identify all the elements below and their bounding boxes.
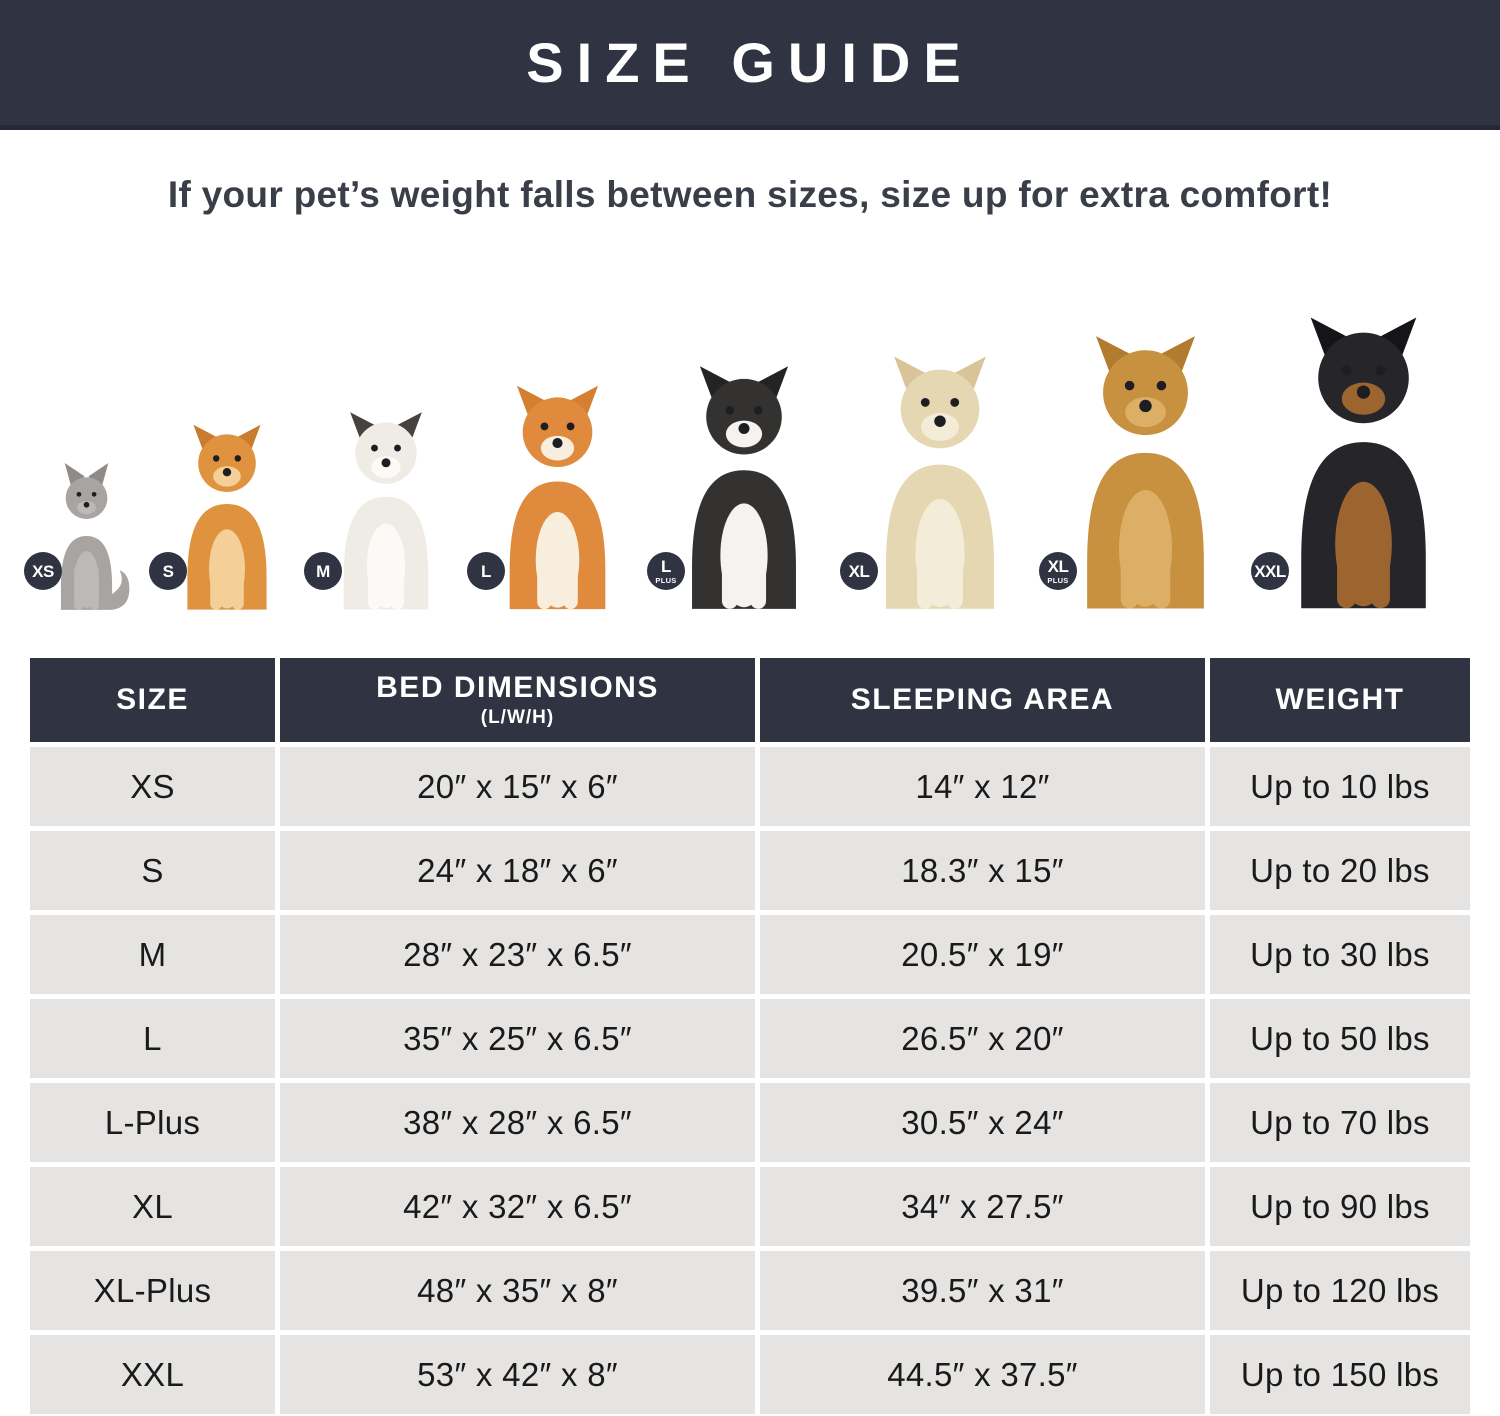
badge-label: XL — [1047, 557, 1069, 576]
size-badge-xxl: XXL — [1251, 552, 1289, 590]
animal-s: S — [149, 420, 287, 612]
badge-sub: PLUS — [1047, 575, 1069, 585]
cell-sleep: 34″ x 27.5″ — [760, 1167, 1205, 1246]
cell-bed: 42″ x 32″ x 6.5″ — [280, 1167, 755, 1246]
badge-label: M — [316, 561, 330, 581]
badge-label: L — [481, 561, 491, 581]
column-header-label: BED DIMENSIONS — [376, 671, 659, 704]
cell-bed: 20″ x 15″ x 6″ — [280, 747, 755, 826]
cell-weight: Up to 10 lbs — [1210, 747, 1470, 826]
size-table: SIZE BED DIMENSIONS (L/W/H) SLEEPING ARE… — [30, 658, 1470, 1414]
animal-xl: XL — [840, 350, 1022, 612]
size-badge-xs: XS — [24, 552, 62, 590]
page-title: SIZE GUIDE — [526, 31, 974, 94]
column-header-bed-dimensions: BED DIMENSIONS (L/W/H) — [280, 658, 755, 742]
size-badge-s: S — [149, 552, 187, 590]
cell-size: L-Plus — [30, 1083, 275, 1162]
animal-lineup: XS S M L — [0, 260, 1500, 658]
labrador-icon — [858, 350, 1022, 612]
cell-sleep: 30.5″ x 24″ — [760, 1083, 1205, 1162]
column-header-size: SIZE — [30, 658, 275, 742]
badge-label: XL — [848, 561, 870, 581]
cell-size: XS — [30, 747, 275, 826]
cell-bed: 24″ x 18″ x 6″ — [280, 831, 755, 910]
size-badge-l-plus: L PLUS — [647, 552, 685, 590]
animal-xxl: XXL — [1251, 310, 1458, 612]
subtitle: If your pet’s weight falls between sizes… — [167, 174, 1333, 215]
header-banner: SIZE GUIDE — [0, 0, 1500, 130]
french-bulldog-icon — [322, 407, 450, 612]
cell-bed: 53″ x 42″ x 8″ — [280, 1335, 755, 1414]
border-collie-icon — [665, 360, 823, 612]
cell-size: S — [30, 831, 275, 910]
animal-xl-plus: XL PLUS — [1039, 329, 1234, 612]
cell-sleep: 18.3″ x 15″ — [760, 831, 1205, 910]
cell-size: XL-Plus — [30, 1251, 275, 1330]
cell-bed: 35″ x 25″ x 6.5″ — [280, 999, 755, 1078]
size-badge-xl: XL — [840, 552, 878, 590]
cell-weight: Up to 150 lbs — [1210, 1335, 1470, 1414]
animal-l: L — [467, 380, 630, 612]
column-header-label: SIZE — [116, 683, 189, 716]
cell-weight: Up to 30 lbs — [1210, 915, 1470, 994]
cell-size: XL — [30, 1167, 275, 1246]
size-badge-xl-plus: XL PLUS — [1039, 552, 1077, 590]
cell-sleep: 26.5″ x 20″ — [760, 999, 1205, 1078]
cell-size: M — [30, 915, 275, 994]
cell-size: XXL — [30, 1335, 275, 1414]
cell-bed: 38″ x 28″ x 6.5″ — [280, 1083, 755, 1162]
doberman-icon — [1269, 310, 1458, 612]
column-header-sub: (L/W/H) — [480, 707, 555, 728]
badge-label: L — [661, 557, 671, 576]
golden-retriever-icon — [1057, 329, 1234, 612]
cell-sleep: 39.5″ x 31″ — [760, 1251, 1205, 1330]
cell-bed: 28″ x 23″ x 6.5″ — [280, 915, 755, 994]
size-badge-l: L — [467, 552, 505, 590]
badge-label: S — [162, 561, 174, 581]
column-header-sleeping-area: SLEEPING AREA — [760, 658, 1205, 742]
badge-sub: PLUS — [655, 575, 677, 585]
animal-l-plus: L PLUS — [647, 360, 823, 612]
cell-weight: Up to 90 lbs — [1210, 1167, 1470, 1246]
cat-icon — [42, 460, 132, 612]
cell-weight: Up to 50 lbs — [1210, 999, 1470, 1078]
cell-bed: 48″ x 35″ x 8″ — [280, 1251, 755, 1330]
cell-weight: Up to 70 lbs — [1210, 1083, 1470, 1162]
size-badge-m: M — [304, 552, 342, 590]
cell-sleep: 14″ x 12″ — [760, 747, 1205, 826]
column-header-label: SLEEPING AREA — [850, 683, 1115, 716]
cell-sleep: 44.5″ x 37.5″ — [760, 1335, 1205, 1414]
animal-xs: XS — [24, 460, 132, 612]
shiba-inu-icon — [485, 380, 630, 612]
column-header-weight: WEIGHT — [1210, 658, 1470, 742]
pomeranian-icon — [167, 420, 287, 612]
cell-weight: Up to 120 lbs — [1210, 1251, 1470, 1330]
badge-label: XXL — [1254, 561, 1286, 581]
badge-label: XS — [32, 561, 54, 581]
animal-m: M — [304, 407, 450, 612]
column-header-label: WEIGHT — [1275, 683, 1405, 716]
cell-weight: Up to 20 lbs — [1210, 831, 1470, 910]
cell-sleep: 20.5″ x 19″ — [760, 915, 1205, 994]
cell-size: L — [30, 999, 275, 1078]
